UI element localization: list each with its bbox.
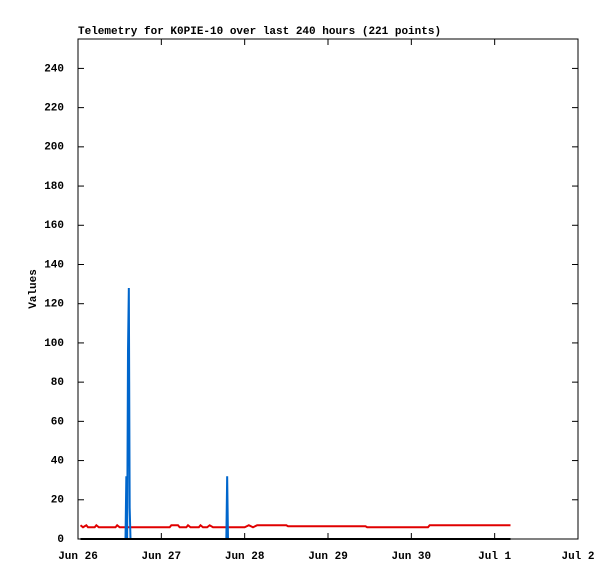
plot-frame xyxy=(77,38,579,540)
x-tick-label: Jun 28 xyxy=(225,551,265,563)
y-tick-label: 200 xyxy=(44,142,64,154)
x-tick-label: Jun 30 xyxy=(392,551,432,563)
y-tick-label: 240 xyxy=(44,63,64,75)
y-tick-label: 100 xyxy=(44,338,64,350)
chart-title: Telemetry for K0PIE-10 over last 240 hou… xyxy=(78,26,441,38)
y-tick-label: 20 xyxy=(51,495,64,507)
y-tick-label: 120 xyxy=(44,299,64,311)
y-tick-label: 160 xyxy=(44,220,64,232)
y-tick-label: 0 xyxy=(57,534,64,546)
series-line xyxy=(80,288,511,540)
series-line xyxy=(79,523,511,529)
y-tick-label: 220 xyxy=(44,103,64,115)
x-tick-label: Jun 27 xyxy=(142,551,182,563)
x-tick-label: Jul 1 xyxy=(478,551,511,563)
y-tick-label: 60 xyxy=(51,416,64,428)
x-tick-label: Jun 26 xyxy=(58,551,98,563)
y-tick-label: 180 xyxy=(44,181,64,193)
y-axis-label: Values xyxy=(28,269,40,309)
x-tick-label: Jul 2 xyxy=(561,551,594,563)
y-tick-label: 40 xyxy=(51,455,64,467)
y-tick-label: 140 xyxy=(44,259,64,271)
x-tick-label: Jun 29 xyxy=(308,551,348,563)
y-tick-label: 80 xyxy=(51,377,64,389)
